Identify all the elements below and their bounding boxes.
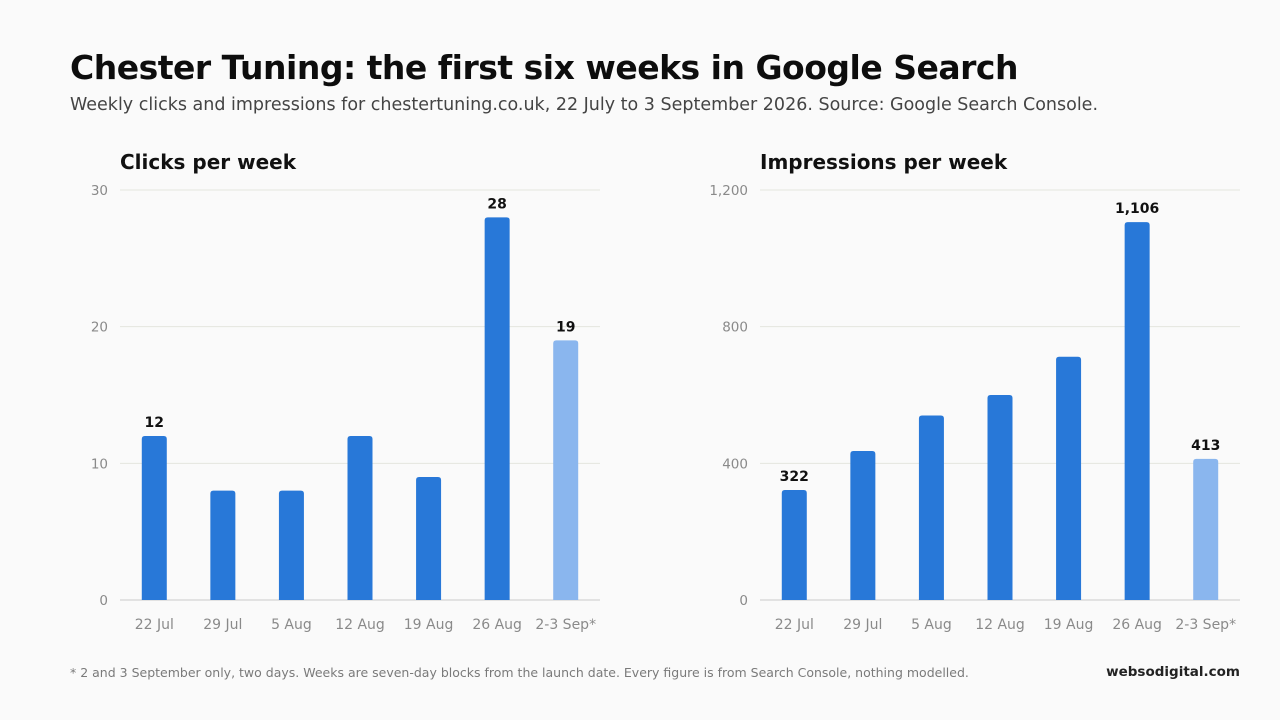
x-tick-label: 26 Aug — [472, 617, 522, 633]
bar — [416, 477, 442, 600]
brand-logo-text: websodigital.com — [1106, 664, 1240, 680]
chart-title: Impressions per week — [760, 150, 1008, 174]
data-label: 1,106 — [1115, 201, 1159, 217]
bar — [918, 415, 944, 600]
bar — [1193, 458, 1219, 600]
bar — [553, 340, 579, 600]
impressions-chart: Impressions per week 0 400 800 1,200 322 22 Ju… — [709, 150, 1240, 633]
x-tick-label: 26 Aug — [1112, 617, 1162, 633]
footnote: * 2 and 3 September only, two days. Week… — [70, 665, 969, 680]
data-label: 413 — [1191, 438, 1220, 454]
bar — [781, 489, 807, 600]
y-tick-label: 800 — [722, 320, 748, 336]
x-tick-label: 22 Jul — [775, 617, 814, 633]
y-tick-label: 0 — [739, 593, 748, 609]
y-tick-label: 10 — [91, 456, 108, 472]
data-label: 19 — [556, 319, 575, 335]
bar — [987, 395, 1013, 600]
bar — [347, 436, 373, 600]
x-tick-label: 29 Jul — [843, 617, 882, 633]
x-tick-label: 12 Aug — [975, 617, 1025, 633]
data-label: 12 — [145, 415, 164, 431]
page-subtitle: Weekly clicks and impressions for cheste… — [70, 95, 1099, 115]
x-tick-label: 29 Jul — [203, 617, 242, 633]
x-tick-label: 5 Aug — [271, 617, 312, 633]
x-tick-label: 12 Aug — [335, 617, 385, 633]
bar — [278, 490, 304, 600]
y-tick-label: 1,200 — [709, 183, 748, 199]
y-tick-label: 30 — [91, 183, 108, 199]
chart-title: Clicks per week — [120, 150, 297, 174]
x-tick-label: 2-3 Sep* — [1175, 617, 1236, 633]
x-tick-label: 22 Jul — [135, 617, 174, 633]
y-tick-label: 0 — [99, 593, 108, 609]
bar — [141, 436, 167, 600]
bar — [1124, 222, 1150, 600]
y-tick-label: 20 — [91, 320, 108, 336]
bar — [210, 490, 236, 600]
data-label: 322 — [780, 469, 809, 485]
x-tick-label: 19 Aug — [404, 617, 454, 633]
page-title: Chester Tuning: the first six weeks in G… — [70, 48, 1018, 87]
y-tick-label: 400 — [722, 456, 748, 472]
x-tick-label: 5 Aug — [911, 617, 952, 633]
clicks-chart: Clicks per week 0 10 20 30 12 22 Jul 29 Jul 5 Au… — [91, 150, 600, 633]
x-tick-label: 19 Aug — [1044, 617, 1094, 633]
x-tick-label: 2-3 Sep* — [535, 617, 596, 633]
bar — [1056, 356, 1082, 600]
data-label: 28 — [487, 196, 506, 212]
bar — [850, 451, 876, 600]
bar — [484, 217, 510, 600]
